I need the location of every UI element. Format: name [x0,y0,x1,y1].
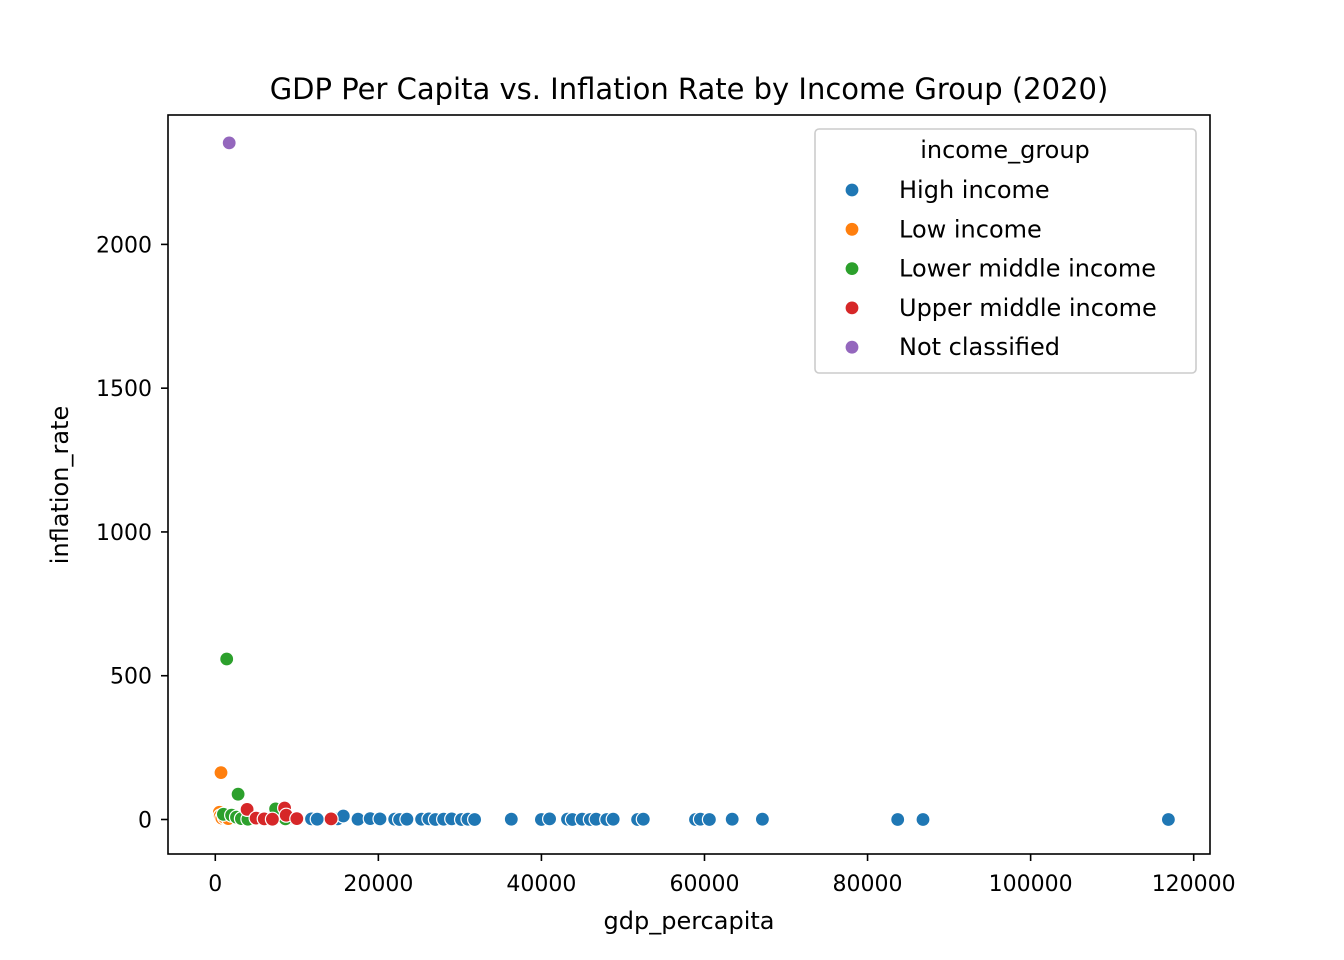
data-point [605,811,621,827]
points-layer [211,135,1177,828]
legend-marker [844,300,860,316]
data-point [1160,811,1177,828]
plot-area-frame [167,114,1211,855]
data-point [754,811,771,827]
x-tick-label: 80000 [833,872,903,897]
legend-label: High income [899,176,1050,204]
y-tick-label: 0 [138,808,152,833]
x-tick-label: 40000 [506,872,576,897]
data-point [219,651,235,667]
data-point [467,811,483,828]
legend-marker [844,261,860,277]
data-point [541,811,558,827]
x-axis: 0 20000 40000 60000 80000 100000 120000 [208,854,1236,897]
legend-title: income_group [920,136,1090,164]
y-tick-label: 500 [110,665,152,690]
data-point [915,811,931,828]
data-point [213,764,229,781]
data-point [890,811,906,828]
data-point [372,811,388,827]
x-tick-label: 20000 [343,872,413,897]
data-point [701,811,718,828]
legend-marker [844,182,860,198]
y-axis-label: inflation_rate [46,406,74,564]
data-point [503,811,519,827]
x-tick-label: 60000 [669,872,739,897]
x-tick-label: 0 [208,872,222,897]
y-axis: 0 500 1000 1500 2000 [96,233,168,833]
legend-marker [844,221,860,237]
legend-label: Low income [899,215,1042,243]
data-point [635,811,651,827]
data-point [289,810,305,827]
data-point [264,811,280,827]
legend-label: Not classified [899,333,1060,361]
x-axis-label: gdp_percapita [604,907,775,935]
data-point [230,786,246,802]
legend-marker [844,339,860,355]
legend-box [814,128,1197,374]
x-tick-label: 100000 [989,872,1073,897]
y-tick-label: 1000 [96,521,152,546]
legend-entries: High income Low income Lower middle income… [844,176,1157,361]
y-tick-label: 1500 [96,377,152,402]
data-point [724,811,740,827]
legend: income_group High income Low income Lower … [814,128,1197,374]
legend-label: Lower middle income [899,255,1156,283]
data-point [399,811,415,827]
data-point [221,135,237,151]
legend-label: Upper middle income [899,294,1157,322]
data-point [309,811,325,827]
y-tick-label: 2000 [96,233,152,258]
x-tick-label: 120000 [1152,872,1236,897]
chart-title: GDP Per Capita vs. Inflation Rate by Inc… [270,72,1109,106]
data-point [323,811,339,827]
